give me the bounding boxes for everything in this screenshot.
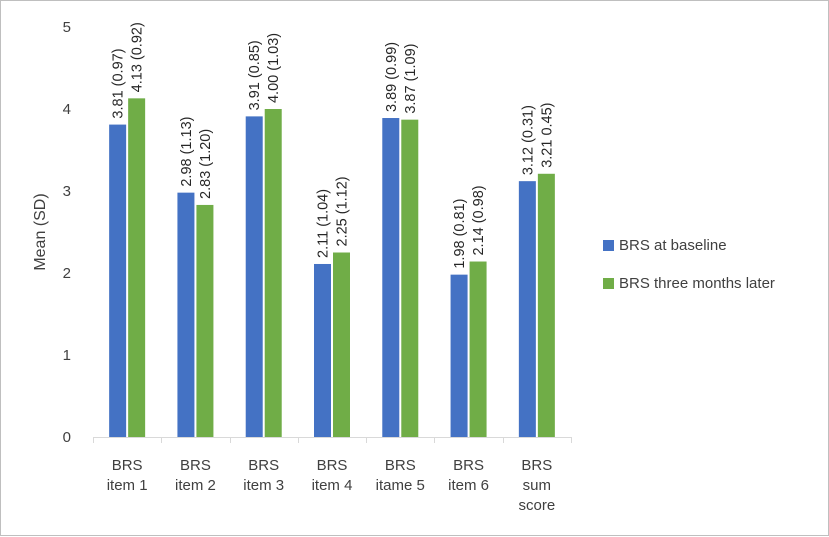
x-category-label: BRS	[317, 457, 348, 474]
bar	[333, 252, 350, 437]
x-category-label: score	[519, 497, 556, 514]
x-category-label: item 1	[107, 477, 148, 494]
x-category-label: item 6	[448, 477, 489, 494]
data-label: 4.00 (1.03)	[266, 33, 282, 103]
x-category-label: BRS	[112, 457, 143, 474]
data-label: 2.83 (1.20)	[198, 129, 214, 199]
y-tick-label: 1	[63, 347, 71, 364]
bar	[518, 181, 536, 437]
x-category-label: BRS	[180, 457, 211, 474]
bar	[245, 116, 263, 437]
bar	[401, 119, 419, 437]
x-category-label: itame 5	[376, 477, 425, 494]
bar	[537, 173, 555, 437]
y-tick-label: 0	[63, 429, 71, 446]
x-category-label: item 2	[175, 477, 216, 494]
legend-label: BRS three months later	[619, 275, 775, 292]
data-label: 3.89 (0.99)	[384, 42, 400, 112]
y-axis-title: Mean (SD)	[32, 193, 49, 270]
x-category-label: BRS	[248, 457, 279, 474]
x-category-label: item 3	[243, 477, 284, 494]
bar	[128, 98, 146, 437]
legend-swatch	[603, 240, 614, 251]
x-category-label: BRS	[453, 457, 484, 474]
data-label: 3.21 0.45)	[539, 102, 555, 167]
data-label: 2.11 (1.04)	[316, 189, 332, 258]
data-label: 1.98 (0.81)	[452, 198, 468, 268]
y-tick-label: 4	[63, 101, 71, 118]
bar	[109, 124, 127, 437]
x-category-label: BRS	[385, 457, 416, 474]
y-tick-label: 5	[63, 19, 71, 36]
bar	[314, 263, 331, 437]
data-label: 2.14 (0.98)	[471, 185, 487, 255]
data-label: 4.13 (0.92)	[130, 22, 146, 92]
data-label: 3.81 (0.97)	[111, 48, 127, 118]
x-category-label: sum	[523, 477, 551, 494]
x-category-label: BRS	[521, 457, 552, 474]
y-tick-label: 2	[63, 265, 71, 282]
bar	[469, 261, 487, 437]
data-label: 2.98 (1.13)	[179, 116, 195, 186]
bar	[177, 192, 195, 437]
bar	[450, 274, 468, 437]
bar	[196, 204, 214, 437]
data-label: 3.12 (0.31)	[520, 105, 536, 175]
legend-swatch	[603, 278, 614, 289]
data-label: 2.25 (1.12)	[335, 176, 351, 246]
data-label: 3.91 (0.85)	[247, 40, 263, 110]
bar	[264, 109, 282, 437]
bar	[382, 118, 400, 438]
x-category-label: item 4	[312, 477, 353, 494]
data-label: 3.87 (1.09)	[403, 44, 419, 114]
y-tick-label: 3	[63, 183, 71, 200]
legend-label: BRS at baseline	[619, 237, 727, 254]
